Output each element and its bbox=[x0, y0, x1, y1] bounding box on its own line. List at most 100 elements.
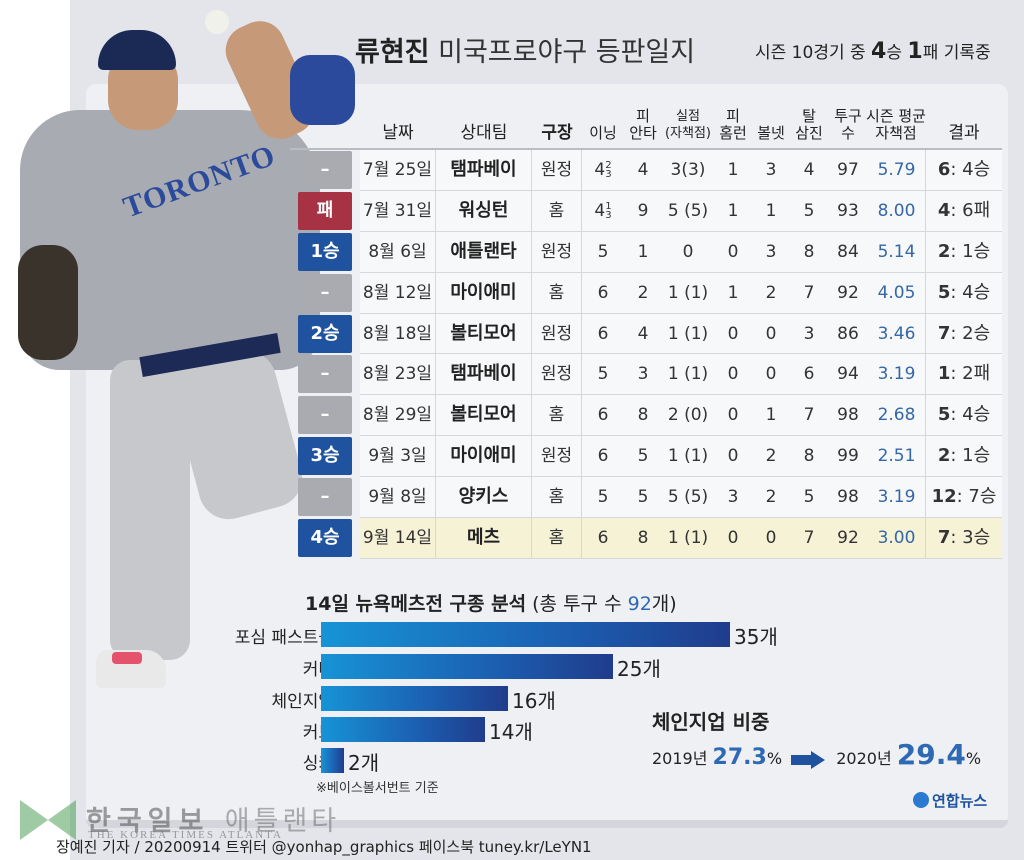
col-pitches: 투구 수 bbox=[828, 108, 868, 142]
cell-pitches: 94 bbox=[828, 354, 868, 396]
col-pitches-bottom: 수 bbox=[841, 124, 855, 142]
frac-den: 3 bbox=[605, 169, 612, 180]
cell-hr: 0 bbox=[714, 518, 752, 559]
score-rest: : 2승 bbox=[950, 322, 991, 344]
innings-whole: 5 bbox=[597, 364, 609, 385]
cell-innings: 42 3 bbox=[582, 150, 624, 191]
cell-opponent: 탬파베이 bbox=[436, 354, 532, 396]
innings-whole: 6 bbox=[597, 528, 609, 549]
result-badge: – bbox=[298, 355, 352, 394]
pitch-bar bbox=[321, 717, 485, 742]
cell-venue: 홈 bbox=[532, 190, 582, 232]
cell-bb: 1 bbox=[752, 395, 790, 437]
cell-result: 12: 7승 bbox=[926, 477, 1002, 519]
ratio-pct-2019: 27.3 bbox=[712, 745, 767, 770]
cell-venue: 홈 bbox=[532, 518, 582, 559]
result-badge: 패 bbox=[298, 191, 352, 230]
col-opponent: 상대팀 bbox=[460, 123, 508, 143]
cell-innings: 41 3 bbox=[582, 190, 624, 232]
score-rest: : 7승 bbox=[956, 486, 997, 508]
cell-era: 3.19 bbox=[868, 477, 926, 519]
cell-result: 7: 2승 bbox=[926, 313, 1002, 355]
cell-hr: 3 bbox=[714, 477, 752, 519]
innings-whole: 5 bbox=[597, 487, 609, 508]
cell-so: 3 bbox=[790, 313, 828, 355]
cell-opponent: 탬파베이 bbox=[436, 150, 532, 191]
innings-whole: 4 bbox=[594, 160, 606, 180]
cell-hits: 5 bbox=[624, 477, 662, 519]
cell-venue: 원정 bbox=[532, 231, 582, 273]
cell-runs: 0 bbox=[662, 231, 714, 273]
ratio-pct-2020: 29.4 bbox=[896, 738, 966, 771]
cell-era: 3.19 bbox=[868, 354, 926, 396]
watermark-english: THE KOREA TIMES ATLANTA bbox=[88, 829, 283, 841]
result-badge: – bbox=[298, 478, 352, 517]
cell-opponent: 마이애미 bbox=[436, 436, 532, 478]
pitch-type-label: 포심 패스트볼 bbox=[234, 628, 334, 648]
cell-pitches: 84 bbox=[828, 231, 868, 273]
cell-innings: 6 bbox=[582, 313, 624, 355]
cell-hits: 5 bbox=[624, 436, 662, 478]
pitch-count: 35개 bbox=[734, 625, 778, 649]
result-badge: – bbox=[298, 151, 352, 189]
col-runs: 실점 (자책점) bbox=[662, 108, 714, 142]
ratio-year-2020: 2020년 bbox=[836, 749, 892, 768]
result-badge: 2승 bbox=[298, 314, 352, 353]
col-era-bottom: 자책점 bbox=[875, 124, 917, 142]
cell-date: 8월 12일 bbox=[360, 272, 436, 314]
table-body: –7월 25일 탬파베이 원정 42 3 4 3(3) 1 3 4 97 5.79 6: 4승 패 7월 3… bbox=[290, 150, 1002, 559]
result-badge: 4승 bbox=[298, 519, 352, 558]
col-hr-top: 피 bbox=[726, 107, 740, 125]
cell-opponent: 워싱턴 bbox=[436, 190, 532, 232]
page-title: 류현진 미국프로야구 등판일지 bbox=[355, 30, 695, 69]
score-team: 5 bbox=[937, 281, 951, 303]
col-era: 시즌 평균 자책점 bbox=[866, 108, 926, 142]
cell-innings: 5 bbox=[582, 477, 624, 519]
yonhap-logo-icon bbox=[913, 792, 929, 808]
cell-so: 8 bbox=[790, 436, 828, 478]
pitching-log-table: 날짜 상대팀 구장 이닝 피 안타 실점 (자책점) 피 홈런 볼넷 탈 삼진 투구 수 … bbox=[290, 96, 1002, 559]
pitch-chart-title-paren: (총 투구 수 bbox=[532, 593, 622, 615]
cell-date: 9월 14일 bbox=[360, 518, 436, 559]
score-rest: : 1승 bbox=[950, 240, 991, 262]
cell-runs: 2 (0) bbox=[662, 395, 714, 437]
cell-innings: 5 bbox=[582, 354, 624, 396]
cell-innings: 5 bbox=[582, 231, 624, 273]
cell-opponent: 볼티모어 bbox=[436, 395, 532, 437]
summary-loss-unit: 패 기록중 bbox=[922, 43, 991, 63]
cell-hr: 1 bbox=[714, 272, 752, 314]
cell-so: 7 bbox=[790, 395, 828, 437]
summary-prefix: 시즌 10경기 중 bbox=[755, 43, 866, 63]
result-badge: – bbox=[298, 396, 352, 435]
cell-bb: 2 bbox=[752, 272, 790, 314]
frac-num: 2 bbox=[605, 160, 612, 171]
result-badge: 3승 bbox=[298, 437, 352, 476]
pitch-count: 14개 bbox=[489, 720, 533, 744]
cell-opponent: 볼티모어 bbox=[436, 313, 532, 355]
cell-hr: 1 bbox=[714, 150, 752, 191]
cell-bb: 0 bbox=[752, 354, 790, 396]
watermark-sub: 애틀랜타 bbox=[224, 806, 341, 837]
cell-result: 2: 1승 bbox=[926, 436, 1002, 478]
cell-innings: 6 bbox=[582, 436, 624, 478]
cell-pitches: 86 bbox=[828, 313, 868, 355]
ratio-year-2019: 2019년 bbox=[652, 749, 708, 768]
cell-era: 2.51 bbox=[868, 436, 926, 478]
cell-bb: 2 bbox=[752, 477, 790, 519]
pitch-type-label: 체인지업 bbox=[271, 692, 334, 712]
frac-num: 1 bbox=[605, 200, 612, 212]
cell-venue: 홈 bbox=[532, 395, 582, 437]
cell-date: 7월 25일 bbox=[360, 150, 436, 191]
cell-result: 6: 4승 bbox=[926, 150, 1002, 191]
cell-hr: 0 bbox=[714, 354, 752, 396]
table-row: 3승 9월 3일 마이애미 원정 6 5 1 (1) 0 2 8 99 2.51 2: 1승 bbox=[290, 436, 1002, 478]
col-result: 결과 bbox=[948, 123, 980, 143]
cell-so: 5 bbox=[790, 477, 828, 519]
score-rest: : 4승 bbox=[950, 281, 991, 303]
watermark-logo-icon bbox=[20, 800, 76, 840]
cell-hr: 0 bbox=[714, 436, 752, 478]
cell-bb: 3 bbox=[752, 231, 790, 273]
innings-whole: 5 bbox=[597, 241, 609, 262]
innings-whole: 6 bbox=[597, 323, 609, 344]
